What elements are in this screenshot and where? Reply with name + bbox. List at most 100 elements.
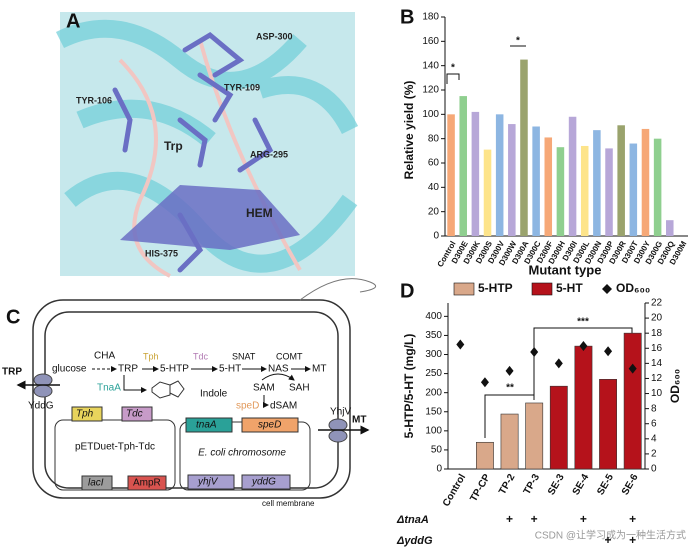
y2-tick-label: 16 [651, 343, 663, 354]
watermark: CSDN @让学习成为一种生活方式 [535, 529, 686, 542]
gene-box [185, 417, 233, 433]
bar [574, 345, 593, 470]
bar [623, 332, 642, 470]
significance-bracket [446, 73, 460, 84]
label: yhjV [197, 477, 219, 488]
label: 5-HT [219, 364, 241, 375]
condition-mark: + [629, 533, 636, 547]
x-axis-label: Mutant type [529, 262, 602, 277]
transporter [328, 429, 348, 443]
label: yddG [251, 477, 276, 488]
flagellum [299, 278, 377, 301]
x-tick-label: TP-CP [468, 472, 493, 504]
y2-tick-label: 4 [651, 433, 657, 444]
od-point [505, 365, 514, 376]
residue-label: TYR-109 [224, 82, 260, 92]
y-tick-label: 150 [425, 406, 442, 417]
cell-outer [32, 299, 351, 499]
y-axis-label: 5-HTP/5-HT (mg/L) [402, 334, 416, 439]
bar [605, 148, 613, 236]
y-tick-label: 40 [428, 182, 440, 193]
bar [471, 111, 480, 236]
bar [532, 126, 540, 236]
y-tick-label: 350 [425, 330, 442, 341]
residue-label: HEM [246, 206, 273, 220]
gene-box [121, 406, 153, 422]
bar [508, 124, 516, 236]
label: YddG [28, 401, 54, 412]
legend-label: OD₆₀₀ [616, 281, 650, 295]
y-tick-label: 20 [428, 206, 440, 217]
gene-box [187, 474, 235, 490]
label: Tdc [193, 351, 209, 361]
residue-sticks [112, 31, 274, 273]
condition-mark: + [580, 512, 587, 526]
y2-tick-label: 12 [651, 373, 663, 384]
bar [556, 147, 565, 236]
bar [476, 441, 494, 470]
significance-bracket [484, 394, 535, 438]
legend-label: 5-HTP [478, 281, 513, 295]
gene-box [81, 475, 113, 491]
y-tick-label: 0 [436, 464, 442, 475]
y-tick-label: 200 [425, 387, 442, 398]
y-tick-label: 160 [422, 36, 439, 47]
label: tnaA [196, 420, 217, 431]
residue-label: ASP-300 [256, 31, 293, 41]
y2-tick-label: 10 [651, 388, 663, 399]
label: speD [236, 401, 259, 412]
y-tick-label: 100 [425, 425, 442, 436]
transporter [33, 373, 53, 387]
bar [641, 128, 650, 236]
condition-mark: + [629, 512, 636, 526]
y-tick-label: 400 [425, 311, 442, 322]
label: COMT [276, 351, 303, 361]
bar [580, 145, 589, 236]
label: Tph [76, 409, 94, 420]
label: CHA [94, 351, 115, 362]
panel-label: D [400, 280, 414, 302]
transporter [33, 384, 53, 398]
label: dSAM [270, 401, 297, 412]
x-tick-label: SE-3 [546, 472, 567, 497]
condition-mark: + [506, 512, 513, 526]
y-tick-label: 250 [425, 368, 442, 379]
indole-icon [151, 380, 185, 399]
bar [525, 402, 544, 470]
label: cell membrane [262, 499, 315, 508]
bar [666, 220, 674, 236]
od-point [530, 347, 539, 358]
residue-label: TYR-106 [76, 95, 112, 105]
label: YhjV [330, 407, 351, 418]
arrow [263, 395, 269, 408]
label: MT [312, 364, 326, 375]
y-tick-label: 120 [422, 85, 439, 96]
annotation: * [516, 36, 520, 47]
bar [549, 385, 568, 470]
arrow [261, 373, 295, 381]
y-tick-label: 300 [425, 349, 442, 360]
significance-bracket [533, 327, 633, 395]
label: SAH [289, 383, 310, 394]
label: Tph [143, 351, 159, 361]
plasmid [54, 419, 176, 491]
label: TRP [2, 367, 22, 378]
bar [447, 114, 455, 236]
gene-box [241, 474, 291, 490]
condition-label: ΔtnaA [396, 514, 429, 526]
loop [118, 39, 302, 278]
y2-tick-label: 8 [651, 403, 657, 414]
y-tick-label: 50 [431, 445, 443, 456]
x-tick-label: TP-2 [497, 472, 518, 497]
residue-label: Trp [164, 139, 183, 153]
residue-label: HIS-375 [145, 248, 178, 258]
panel-label: B [400, 6, 414, 28]
y2-axis-label: OD₆₀₀ [668, 369, 682, 403]
annotation: ** [506, 383, 514, 394]
legend-swatch [453, 282, 475, 296]
x-tick-label: SE-6 [620, 472, 641, 497]
annotation: * [451, 63, 455, 74]
y2-tick-label: 2 [651, 449, 657, 460]
bar [544, 137, 553, 236]
